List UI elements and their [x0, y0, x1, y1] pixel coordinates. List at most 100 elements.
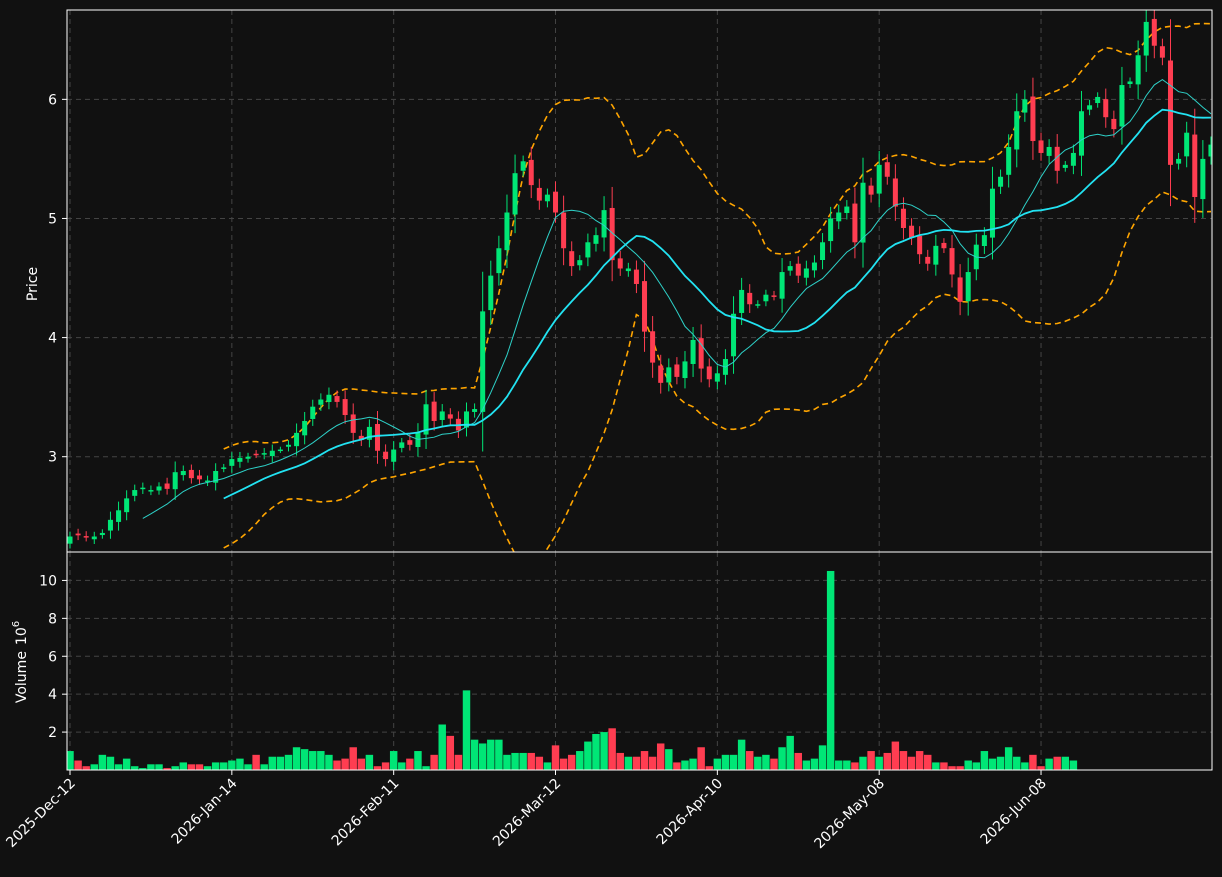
candle-body	[423, 404, 429, 435]
candle-body	[1087, 105, 1093, 110]
candle-body	[1054, 146, 1060, 171]
volume-bar	[673, 762, 681, 770]
volume-bar	[414, 751, 422, 770]
volume-bar	[770, 758, 778, 770]
candle-body	[1014, 111, 1020, 150]
volume-bar	[195, 764, 204, 770]
candle-body	[237, 457, 243, 462]
volume-bar	[737, 739, 746, 770]
candle-body	[342, 399, 348, 416]
volume-bar	[114, 764, 123, 770]
candle-body	[609, 207, 615, 261]
candle-body	[1167, 60, 1174, 165]
candle-body	[544, 194, 550, 202]
candle-body	[1070, 152, 1076, 166]
candle-body	[1103, 99, 1109, 118]
candle-body	[1078, 111, 1084, 156]
candle-body	[245, 456, 251, 459]
candle-body	[439, 411, 445, 420]
candle-body	[326, 394, 332, 403]
volume-bar	[325, 754, 333, 770]
candle-body	[253, 453, 259, 456]
volume-bar	[948, 766, 956, 770]
candle-body	[229, 459, 235, 466]
volume-bar	[82, 766, 90, 770]
axis-labels: Price Volume 106	[11, 267, 41, 703]
volume-bar	[211, 762, 220, 770]
candle-body	[140, 487, 146, 490]
volume-bar	[940, 762, 948, 770]
volume-bar	[988, 758, 997, 770]
volume-bar	[721, 754, 730, 770]
candle-body	[714, 373, 720, 382]
candle-body	[844, 206, 850, 213]
candle-body	[787, 266, 793, 271]
volume-bar	[365, 754, 374, 770]
candle-body	[350, 414, 356, 433]
price-tick-label: 5	[48, 211, 57, 227]
volume-bar	[689, 758, 697, 770]
candle-body	[156, 486, 162, 491]
candle-body	[164, 483, 170, 489]
volume-bar	[478, 743, 487, 770]
price-tick-label: 4	[48, 331, 57, 347]
volume-bar	[284, 754, 293, 770]
volume-bar	[745, 751, 754, 770]
candle-body	[779, 272, 785, 299]
candle-body	[148, 490, 154, 492]
volume-axis-label-text: Volume	[14, 651, 30, 703]
candle-body	[1135, 55, 1141, 85]
volume-bar	[487, 739, 495, 770]
volume-bar	[381, 762, 390, 770]
volume-bar	[851, 762, 859, 770]
candle-body	[909, 225, 915, 238]
sma-slow-line	[223, 108, 1212, 500]
candle-body	[1176, 158, 1182, 164]
candle-body	[739, 289, 745, 313]
volume-bar	[1004, 747, 1013, 770]
volume-bar	[956, 766, 964, 770]
volume-bar	[697, 747, 705, 770]
volume-bar	[648, 756, 657, 770]
volume-tick-label: 4	[48, 687, 57, 703]
candle-body	[795, 263, 801, 276]
volume-bar	[640, 751, 649, 770]
volume-bar	[1037, 766, 1045, 770]
volume-bar	[656, 743, 665, 770]
volume-bar	[341, 758, 349, 770]
volume-bar	[203, 766, 212, 770]
sma-fast-line	[142, 78, 1212, 519]
candle-body	[561, 212, 567, 249]
candle-body	[383, 451, 389, 460]
volume-bar	[867, 751, 875, 770]
volume-bar	[139, 768, 147, 770]
volume-bar	[559, 758, 568, 770]
candle-body	[868, 185, 874, 195]
candle-body	[431, 401, 437, 421]
volume-bar	[527, 752, 535, 770]
volume-bar	[389, 751, 398, 770]
candle-body	[480, 311, 486, 412]
volume-bar	[616, 752, 624, 770]
candle-body	[1111, 118, 1117, 130]
candle-body	[399, 442, 405, 448]
volume-bar	[964, 760, 972, 770]
candle-body	[463, 411, 470, 428]
volume-axis-label: Volume 106	[11, 621, 30, 703]
candle-body	[836, 212, 842, 222]
volume-bar	[98, 754, 107, 770]
volume-bar	[818, 745, 827, 770]
volume-bar	[495, 739, 503, 770]
volume-bar	[810, 758, 819, 770]
volume-bar	[519, 752, 527, 770]
volume-bar	[1013, 756, 1021, 770]
candle-body	[91, 536, 97, 540]
candle-body	[277, 449, 283, 452]
volume-bar	[244, 764, 252, 770]
volume-bar	[511, 752, 519, 770]
bollinger-bands	[223, 22, 1212, 552]
candle-body	[334, 396, 340, 402]
candle-body	[981, 235, 987, 246]
candle-body	[747, 292, 753, 305]
candle-body	[1127, 81, 1133, 85]
